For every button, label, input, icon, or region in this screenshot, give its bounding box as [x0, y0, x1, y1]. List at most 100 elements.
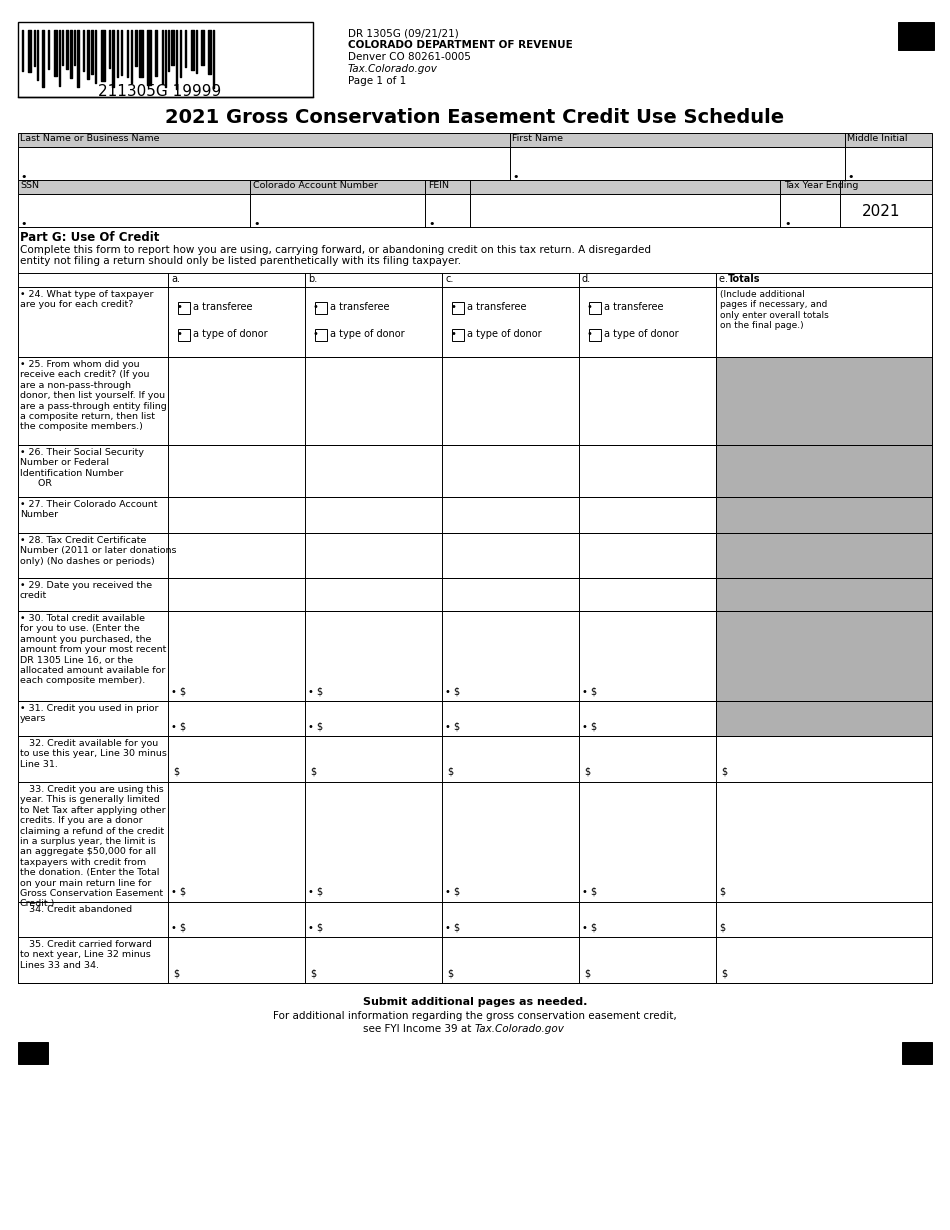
Text: • $: • $: [445, 721, 460, 731]
Text: • $: • $: [445, 686, 460, 696]
Bar: [18, 902, 932, 937]
Text: Tax.Colorado.gov: Tax.Colorado.gov: [348, 64, 438, 74]
Text: • $: • $: [308, 887, 323, 897]
Text: • $: • $: [171, 922, 186, 932]
Text: •: •: [428, 219, 434, 229]
Bar: [716, 533, 932, 578]
Text: Tax Year Ending: Tax Year Ending: [784, 181, 859, 189]
Text: a transferee: a transferee: [467, 303, 526, 312]
Text: $: $: [310, 968, 316, 978]
Text: •: •: [587, 328, 593, 339]
Text: COLORADO DEPARTMENT OF REVENUE: COLORADO DEPARTMENT OF REVENUE: [348, 41, 573, 50]
Bar: [178, 328, 190, 341]
Bar: [716, 701, 932, 736]
Text: a.: a.: [171, 274, 180, 284]
Bar: [315, 328, 327, 341]
Text: (Include additional
pages if necessary, and
only enter overall totals
on the fin: (Include additional pages if necessary, …: [720, 290, 828, 330]
Bar: [18, 180, 932, 194]
Text: • $: • $: [171, 887, 186, 897]
Text: a type of donor: a type of donor: [193, 328, 268, 339]
Bar: [18, 611, 932, 701]
Text: • 28. Tax Credit Certificate
Number (2011 or later donations
only) (No dashes or: • 28. Tax Credit Certificate Number (201…: [20, 536, 177, 566]
Bar: [716, 445, 932, 497]
Text: •: •: [176, 328, 181, 339]
Bar: [452, 328, 464, 341]
Text: First Name: First Name: [512, 134, 563, 143]
Text: 32. Credit available for you
to use this year, Line 30 minus
Line 31.: 32. Credit available for you to use this…: [20, 739, 167, 769]
Text: entity not filing a return should only be listed parenthetically with its filing: entity not filing a return should only b…: [20, 256, 461, 266]
Text: Tax.Colorado.gov: Tax.Colorado.gov: [475, 1025, 565, 1034]
Text: e.: e.: [719, 274, 732, 284]
Text: Denver CO 80261-0005: Denver CO 80261-0005: [348, 52, 471, 62]
Bar: [716, 578, 932, 611]
Bar: [18, 445, 932, 497]
Text: •: •: [847, 172, 853, 182]
Text: • $: • $: [171, 721, 186, 731]
Text: $: $: [719, 922, 725, 932]
Text: • 29. Date you received the
credit: • 29. Date you received the credit: [20, 581, 152, 600]
Text: •: •: [450, 328, 456, 339]
Text: a transferee: a transferee: [330, 303, 390, 312]
Text: • 31. Credit you used in prior
years: • 31. Credit you used in prior years: [20, 704, 159, 723]
Text: •: •: [450, 303, 456, 312]
Text: a transferee: a transferee: [604, 303, 663, 312]
Text: Submit additional pages as needed.: Submit additional pages as needed.: [363, 998, 587, 1007]
Text: $: $: [173, 968, 180, 978]
Text: $: $: [173, 768, 180, 777]
Text: • 24. What type of taxpayer
are you for each credit?: • 24. What type of taxpayer are you for …: [20, 290, 154, 310]
Text: $: $: [584, 768, 590, 777]
Text: $: $: [310, 768, 316, 777]
Bar: [18, 357, 932, 445]
Text: $: $: [584, 968, 590, 978]
Text: 211305G 19999: 211305G 19999: [99, 84, 221, 98]
Bar: [716, 357, 932, 445]
Bar: [18, 228, 932, 918]
Text: • $: • $: [582, 922, 598, 932]
Text: $: $: [721, 968, 727, 978]
Text: 34. Credit abandoned: 34. Credit abandoned: [20, 905, 132, 914]
Bar: [898, 22, 934, 50]
Text: •: •: [587, 303, 593, 312]
Bar: [18, 701, 932, 736]
Text: see FYI Income 39 at: see FYI Income 39 at: [363, 1025, 475, 1034]
Bar: [18, 287, 932, 357]
Bar: [18, 194, 932, 228]
Text: a type of donor: a type of donor: [604, 328, 678, 339]
Bar: [18, 133, 932, 148]
Text: c.: c.: [445, 274, 453, 284]
Text: • $: • $: [582, 686, 598, 696]
Bar: [18, 22, 313, 97]
Text: • $: • $: [171, 686, 186, 696]
Text: Complete this form to report how you are using, carrying forward, or abandoning : Complete this form to report how you are…: [20, 245, 651, 255]
Bar: [18, 578, 932, 611]
Text: •: •: [784, 219, 790, 229]
Text: • $: • $: [308, 686, 323, 696]
Text: •: •: [20, 219, 27, 229]
Text: • $: • $: [582, 721, 598, 731]
Text: a transferee: a transferee: [193, 303, 253, 312]
Bar: [589, 328, 601, 341]
Bar: [18, 273, 932, 287]
Text: • 27. Their Colorado Account
Number: • 27. Their Colorado Account Number: [20, 501, 158, 519]
Bar: [315, 303, 327, 314]
Text: • 30. Total credit available
for you to use. (Enter the
amount you purchased, th: • 30. Total credit available for you to …: [20, 614, 166, 685]
Bar: [716, 611, 932, 701]
Text: • 26. Their Social Security
Number or Federal
Identification Number
      OR: • 26. Their Social Security Number or Fe…: [20, 448, 144, 488]
Bar: [18, 736, 932, 782]
Text: • $: • $: [308, 922, 323, 932]
Text: • $: • $: [445, 922, 460, 932]
Bar: [18, 148, 932, 180]
Text: FEIN: FEIN: [428, 181, 449, 189]
Bar: [902, 1042, 932, 1064]
Text: Totals: Totals: [728, 274, 761, 284]
Bar: [589, 303, 601, 314]
Bar: [18, 1042, 48, 1064]
Bar: [18, 937, 932, 983]
Text: $: $: [447, 768, 453, 777]
Text: 2021 Gross Conservation Easement Credit Use Schedule: 2021 Gross Conservation Easement Credit …: [165, 108, 785, 127]
Bar: [716, 497, 932, 533]
Text: • $: • $: [308, 721, 323, 731]
Text: •: •: [313, 303, 319, 312]
Text: Middle Initial: Middle Initial: [847, 134, 907, 143]
Bar: [452, 303, 464, 314]
